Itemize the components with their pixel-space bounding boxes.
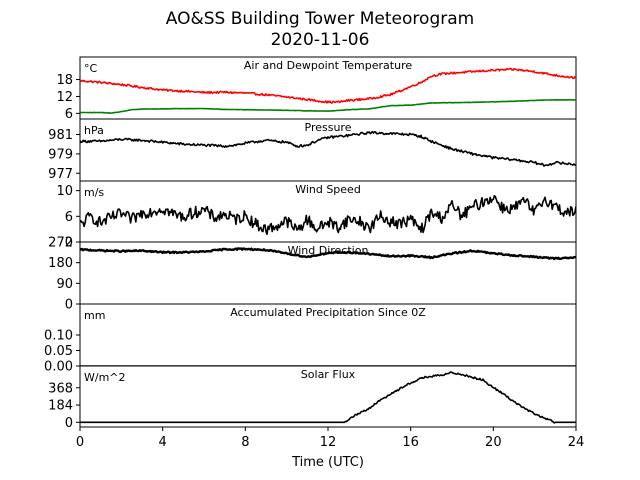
x-tick-label: 4: [159, 435, 167, 450]
panel-4: 0 90 180 270 Wind Direction: [48, 236, 577, 313]
y-tick-label: 2: [65, 236, 73, 251]
panel-title: Air and Dewpoint Temperature: [244, 59, 412, 72]
x-tick-label: 8: [241, 435, 249, 450]
x-tick-label: 12: [320, 435, 337, 450]
y-tick-label: 10: [56, 184, 73, 199]
y-tick-label: 270: [48, 236, 73, 251]
panel-unit-label: °C: [84, 62, 98, 75]
panel-title: Solar Flux: [301, 368, 356, 381]
y-tick-label: 0: [65, 298, 73, 313]
y-tick-label: 977: [48, 167, 73, 182]
x-tick-label: 20: [485, 435, 502, 450]
panel-3: 2 6 10 Wind Speed m/s: [56, 180, 577, 251]
y-tick-label: 368: [48, 381, 73, 396]
panel-title: Accumulated Precipitation Since 0Z: [230, 306, 426, 319]
series-line: [80, 195, 576, 236]
panel-unit-label: m/s: [84, 186, 104, 199]
panel-title: Pressure: [305, 121, 352, 134]
x-axis-label: Time (UTC): [291, 455, 364, 470]
x-tick-label: 16: [402, 435, 419, 450]
series-line: [80, 130, 576, 167]
series-line: [80, 98, 576, 114]
x-axis: 0 4 8 12 16 20 24: [76, 427, 584, 450]
panel-title: Wind Speed: [295, 183, 361, 196]
y-tick-label: 0.00: [44, 360, 73, 375]
panel-unit-label: mm: [84, 309, 105, 322]
y-tick-label: 981: [48, 128, 73, 143]
figure-subtitle: 2020-11-06: [271, 30, 370, 50]
y-tick-label: 0: [65, 416, 73, 431]
y-tick-label: 0.10: [44, 329, 73, 344]
y-tick-label: 6: [65, 210, 73, 225]
panels: 6 12 18 Air and Dewpoint Temperature °C 977 97…: [44, 56, 577, 431]
y-tick-label: 184: [48, 399, 73, 414]
figure-title: AO&SS Building Tower Meteorogram: [166, 9, 474, 29]
series-line: [80, 371, 576, 424]
y-tick-label: 18: [56, 73, 73, 88]
y-tick-label: 6: [65, 107, 73, 122]
x-tick-label: 0: [76, 435, 84, 450]
x-tick-label: 24: [568, 435, 585, 450]
series-line: [80, 67, 576, 104]
y-tick-label: 90: [56, 277, 73, 292]
y-tick-label: 0.05: [44, 344, 73, 359]
panel-1: 6 12 18 Air and Dewpoint Temperature °C: [56, 56, 577, 122]
series-line: [80, 247, 576, 261]
panel-unit-label: hPa: [84, 124, 104, 137]
panel-title: Wind Direction: [288, 244, 369, 257]
y-tick-label: 12: [56, 90, 73, 105]
panel-unit-label: W/m^2: [84, 371, 126, 384]
y-tick-label: 180: [48, 256, 73, 271]
y-tick-label: 979: [48, 147, 73, 162]
